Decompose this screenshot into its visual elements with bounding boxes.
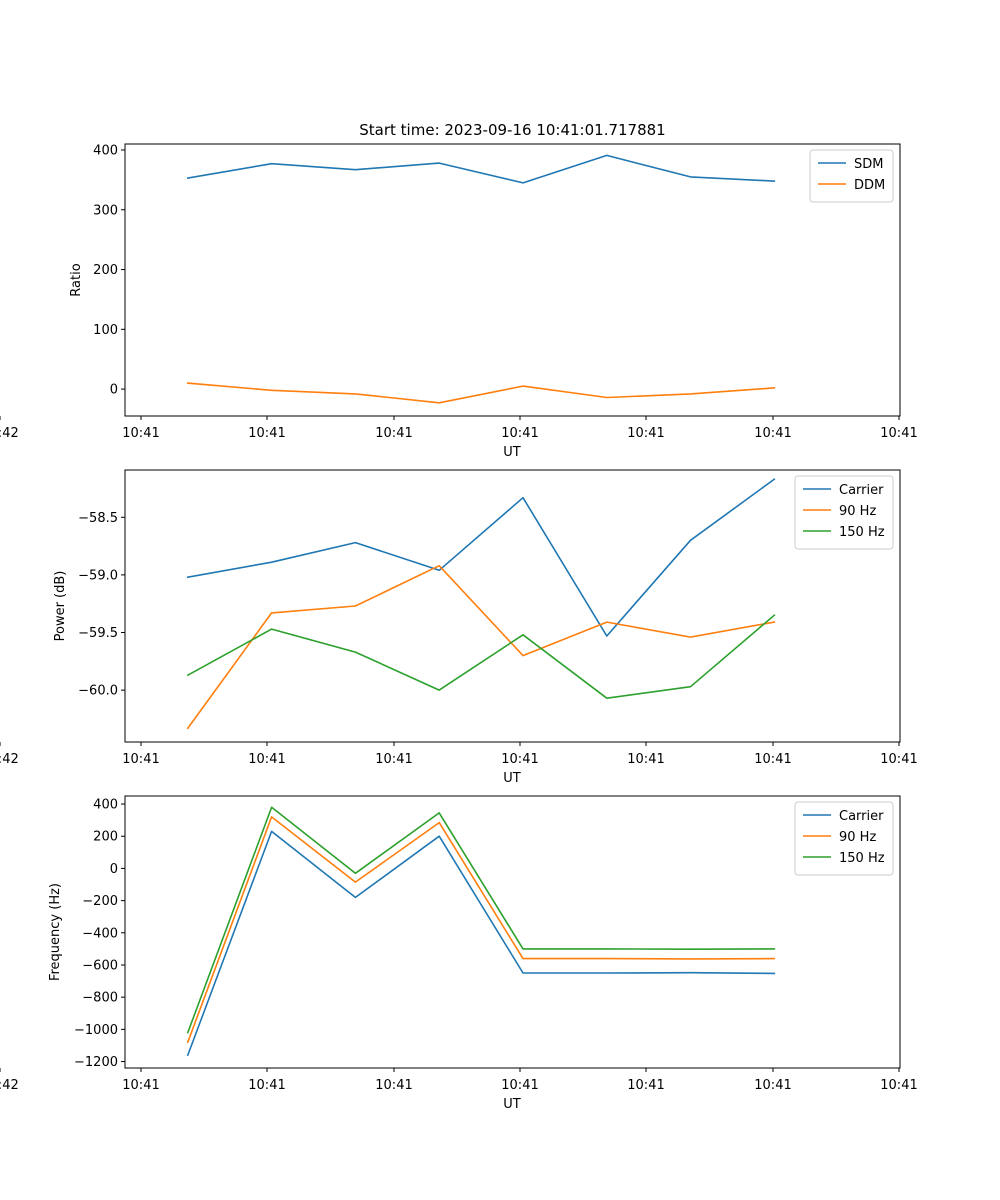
ratio-series-sdm: [186, 154, 776, 184]
power-panel: 10:41 10:41 10:41 10:41 10:41 10:41 10:41 10:42…: [0, 469, 918, 786]
frequency-panel: 10:41 10:41 10:41 10:41 10:41 10:41 10:41 10:42…: [0, 795, 918, 1112]
ratio-y-tick-label: 400: [93, 143, 118, 158]
frequency-x-tick-label: 10:41: [501, 1078, 538, 1093]
ratio-chart-title: Start time: 2023-09-16 10:41:01.717881: [359, 121, 665, 139]
ratio-x-tick-label: 10:41: [501, 426, 538, 441]
frequency-legend-label: 150 Hz: [839, 851, 885, 866]
ratio-x-tick-label: 10:41: [880, 426, 917, 441]
frequency-series-150-hz: [186, 806, 776, 1034]
power-x-tick-label: 10:41: [880, 752, 917, 767]
power-series-carrier: [186, 478, 776, 637]
power-y-tick-label: −59.5: [78, 626, 118, 641]
power-y-axis-label: Power (dB): [53, 571, 68, 642]
power-x-tick-label: 10:42: [0, 752, 19, 767]
frequency-y-tick-label: 0: [110, 862, 118, 877]
power-series-90-hz: [186, 564, 776, 730]
power-y-tick-label: −59.0: [78, 568, 118, 583]
frequency-series-carrier: [186, 830, 776, 1057]
power-x-tick-label: 10:41: [122, 752, 159, 767]
frequency-x-tick-label: 10:41: [627, 1078, 664, 1093]
ratio-legend-label: SDM: [854, 157, 883, 172]
power-y-tick-label: −58.5: [78, 511, 118, 526]
frequency-y-tick-label: −1000: [74, 1023, 118, 1038]
power-x-axis-label: UT: [503, 771, 521, 786]
power-x-tick-label: 10:41: [754, 752, 791, 767]
frequency-legend-label: 90 Hz: [839, 830, 876, 845]
ratio-x-tick-label: 10:41: [375, 426, 412, 441]
power-legend-label: 150 Hz: [839, 525, 885, 540]
ratio-y-tick-label: 100: [93, 323, 118, 338]
ratio-y-axis-label: Ratio: [69, 263, 84, 296]
ratio-legend: SDM DDM: [809, 149, 894, 203]
frequency-y-tick-label: −600: [82, 958, 118, 973]
ratio-x-tick-label: 10:41: [248, 426, 285, 441]
frequency-legend-label: Carrier: [839, 809, 884, 824]
ratio-x-tick-label: 10:41: [754, 426, 791, 441]
power-x-tick-label: 10:41: [501, 752, 538, 767]
frequency-y-tick-label: −400: [82, 926, 118, 941]
frequency-x-axis-label: UT: [503, 1097, 521, 1112]
frequency-x-tick-label: 10:41: [880, 1078, 917, 1093]
ratio-x-tick-label: 10:41: [627, 426, 664, 441]
ratio-panel: 10:41 10:41 10:41 10:41 10:41 10:41 10:41 10:42…: [0, 121, 918, 460]
power-legend: Carrier 90 Hz 150 Hz: [794, 475, 894, 550]
power-legend-label: Carrier: [839, 483, 884, 498]
power-y-tick-label: −60.0: [78, 684, 118, 699]
frequency-x-tick-label: 10:41: [248, 1078, 285, 1093]
ratio-y-tick-label: 300: [93, 203, 118, 218]
power-x-tick-label: 10:41: [627, 752, 664, 767]
frequency-y-tick-label: 200: [93, 830, 118, 845]
frequency-legend: Carrier 90 Hz 150 Hz: [794, 801, 894, 876]
power-axes-frame: [124, 469, 901, 743]
frequency-y-tick-label: 400: [93, 798, 118, 813]
frequency-x-tick-label: 10:41: [122, 1078, 159, 1093]
frequency-y-tick-label: −1200: [74, 1055, 118, 1070]
frequency-y-tick-label: −200: [82, 894, 118, 909]
ratio-x-tick-label: 10:41: [122, 426, 159, 441]
ratio-x-tick-label: 10:42: [0, 426, 19, 441]
ratio-y-tick-label: 0: [110, 383, 118, 398]
frequency-x-tick-label: 10:42: [0, 1078, 19, 1093]
frequency-axes-frame: [124, 795, 901, 1069]
power-legend-label: 90 Hz: [839, 504, 876, 519]
frequency-y-tick-label: −800: [82, 991, 118, 1006]
ratio-axes-frame: [124, 143, 901, 417]
frequency-x-tick-label: 10:41: [375, 1078, 412, 1093]
ratio-legend-label: DDM: [854, 178, 885, 193]
frequency-series-90-hz: [186, 816, 776, 1044]
ratio-series-ddm: [186, 382, 776, 404]
frequency-x-tick-label: 10:41: [754, 1078, 791, 1093]
power-x-tick-label: 10:41: [248, 752, 285, 767]
frequency-y-axis-label: Frequency (Hz): [48, 883, 63, 981]
power-series-150-hz: [186, 614, 776, 700]
ratio-y-tick-label: 200: [93, 263, 118, 278]
power-x-tick-label: 10:41: [375, 752, 412, 767]
ratio-x-axis-label: UT: [503, 445, 521, 460]
